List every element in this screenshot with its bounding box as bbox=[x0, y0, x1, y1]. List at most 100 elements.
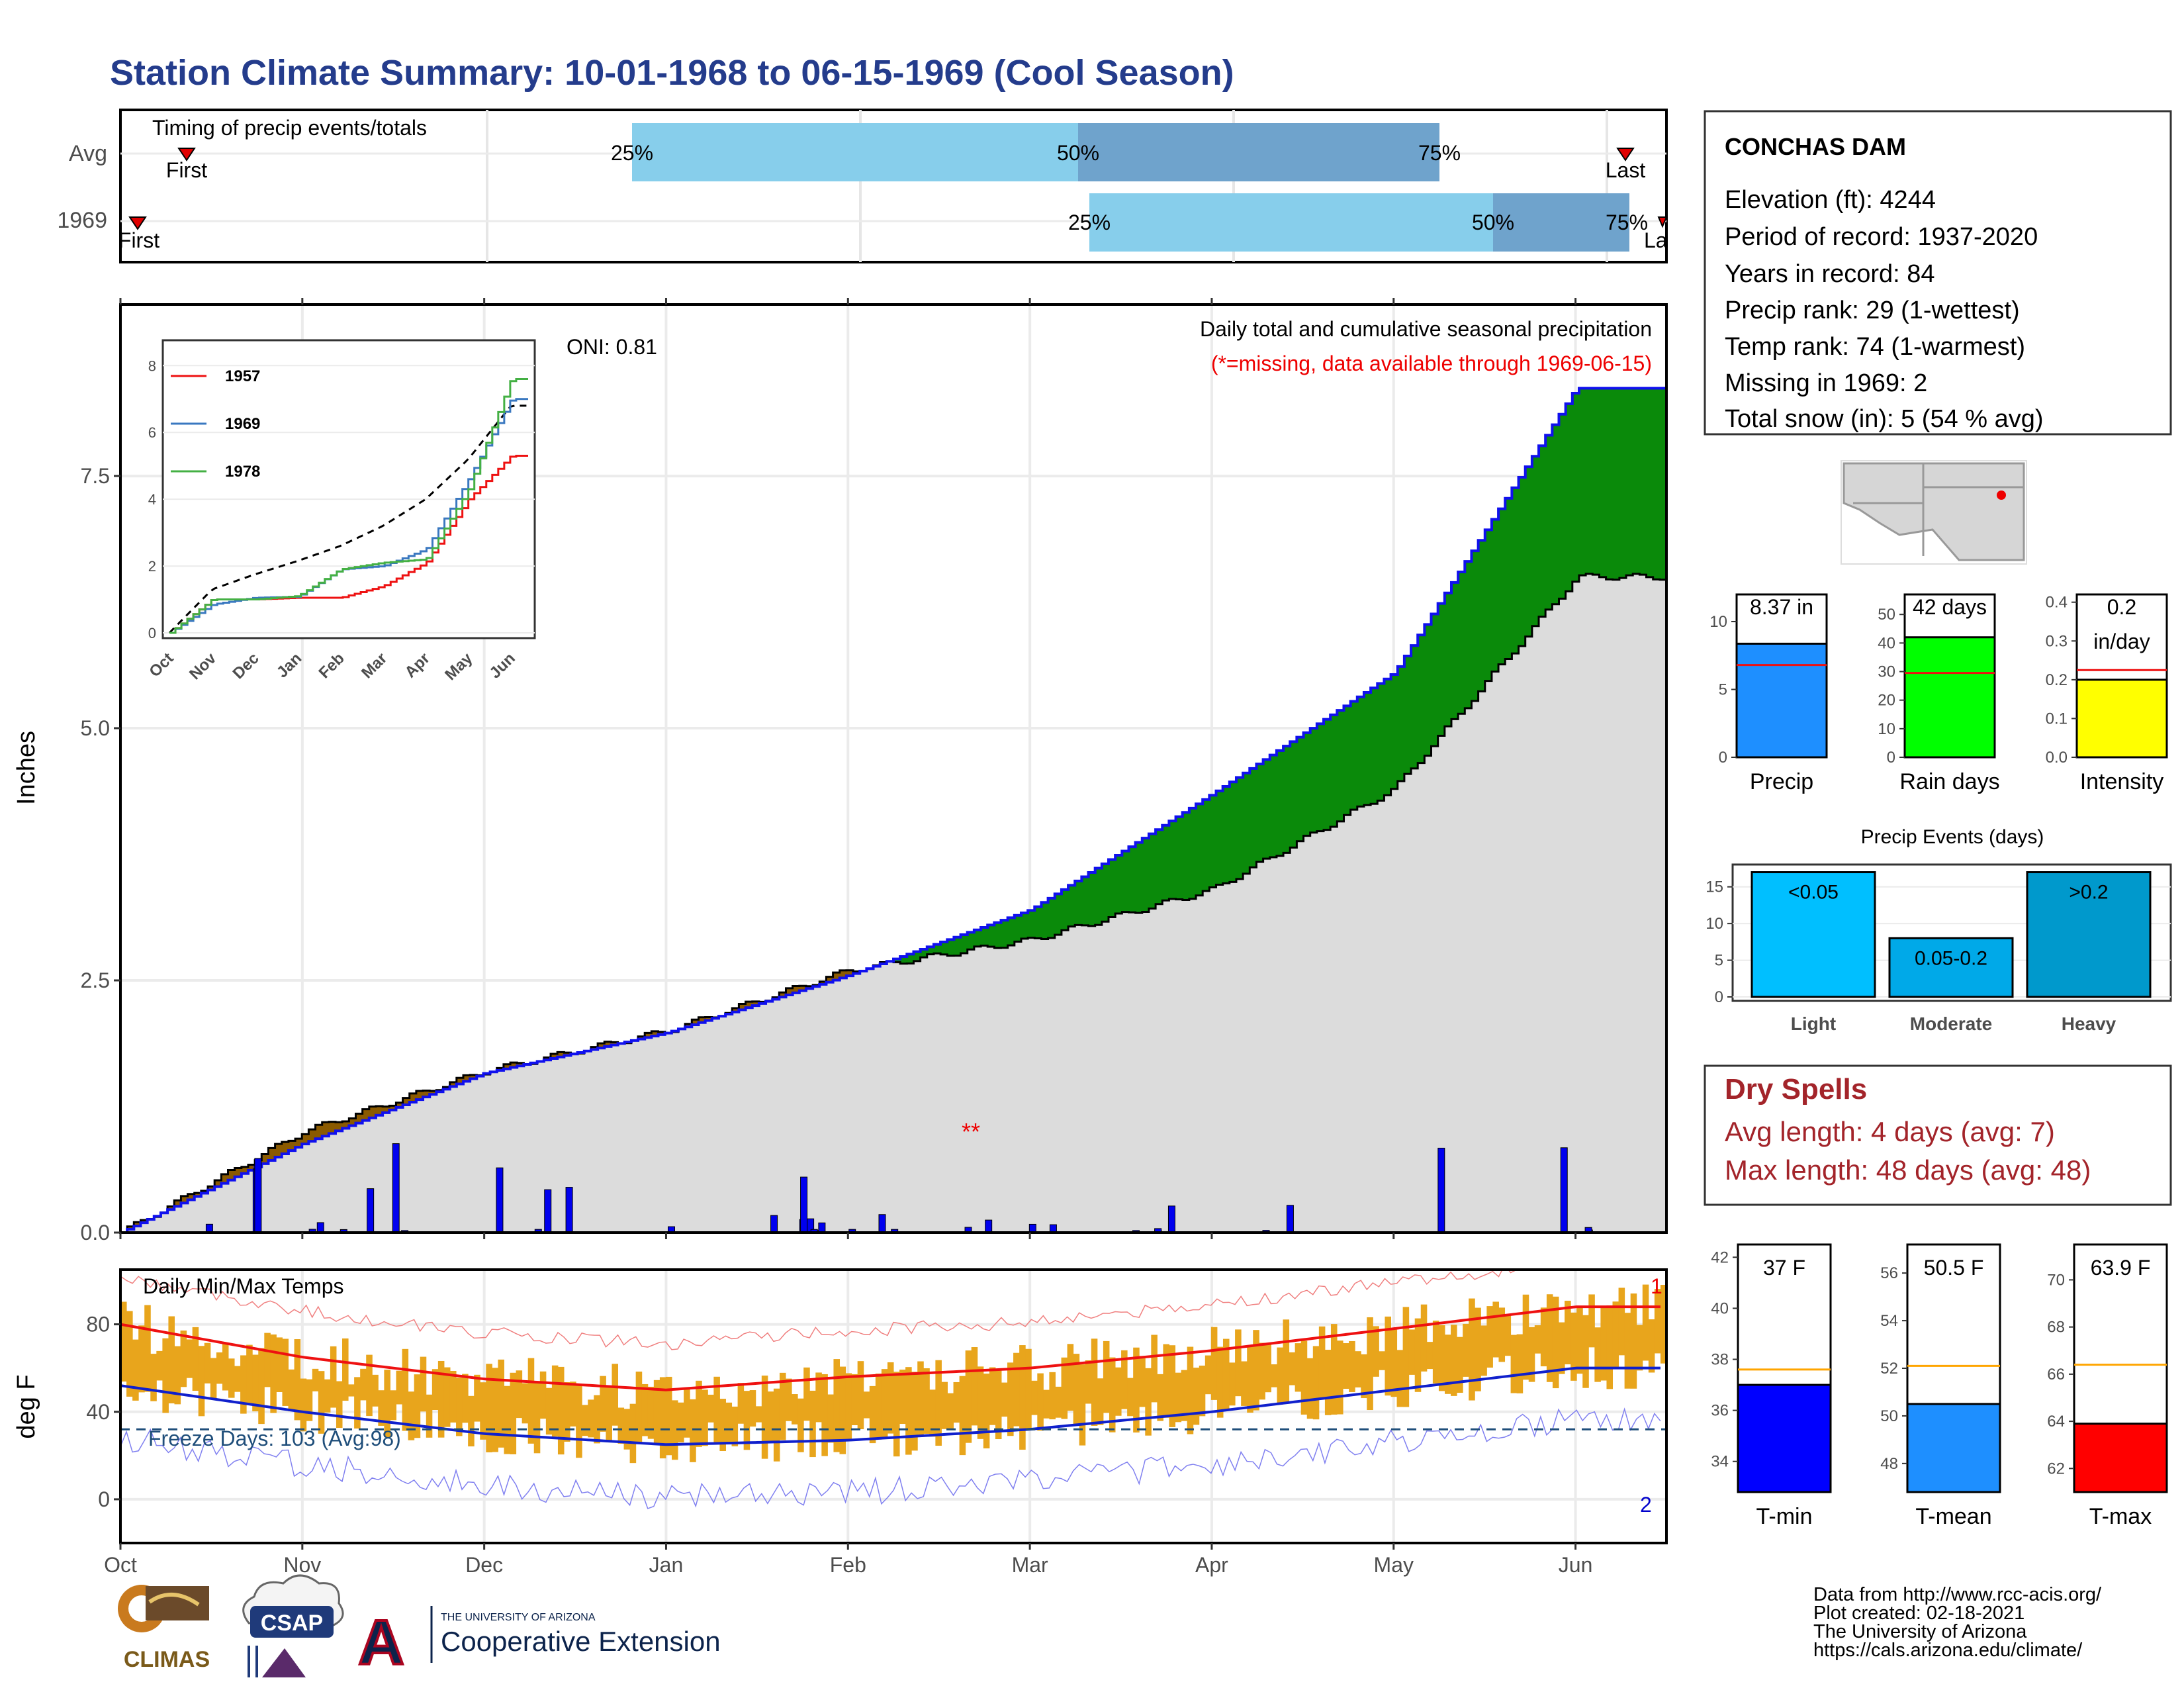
daily-temp-bar bbox=[935, 1360, 942, 1446]
temp-bar-tick: 40 bbox=[1711, 1299, 1729, 1317]
deficit-segment bbox=[336, 1122, 343, 1131]
inset-average-line bbox=[168, 404, 528, 634]
daily-temp-bar bbox=[186, 1339, 193, 1378]
y-tick-label: 80 bbox=[86, 1313, 110, 1336]
inset-y-tick: 0 bbox=[148, 625, 156, 641]
csap-logo: CSAP bbox=[242, 1574, 344, 1677]
inset-legend-label: 1957 bbox=[225, 367, 260, 385]
deficit-segment bbox=[234, 1168, 242, 1177]
daily-temp-bar bbox=[318, 1371, 325, 1434]
deficit-segment bbox=[228, 1170, 236, 1180]
daily-temp-bar bbox=[1540, 1307, 1547, 1367]
deficit-segment bbox=[322, 1122, 330, 1137]
events-y-tick: 0 bbox=[1715, 988, 1723, 1006]
daily-temp-bar bbox=[911, 1372, 918, 1451]
x-tick-label: Oct bbox=[104, 1553, 137, 1577]
daily-temp-bar bbox=[797, 1398, 804, 1452]
temp-bar-tick: 48 bbox=[1880, 1455, 1898, 1473]
surplus-segment bbox=[1633, 388, 1640, 574]
daily-temp-bar bbox=[1486, 1306, 1493, 1368]
daily-temp-bar bbox=[1373, 1326, 1379, 1377]
surplus-segment bbox=[1559, 414, 1567, 599]
inset-y-tick: 8 bbox=[148, 357, 156, 374]
daily-temp-bar bbox=[366, 1354, 373, 1417]
daily-temp-bar bbox=[1660, 1284, 1666, 1364]
deficit-segment bbox=[557, 1052, 565, 1057]
temp-bar-tick: 64 bbox=[2047, 1413, 2065, 1430]
daily-temp-bar bbox=[977, 1366, 984, 1439]
deficit-segment bbox=[187, 1194, 195, 1200]
station-precip-rank: Precip rank: 29 (1-wettest) bbox=[1725, 297, 2020, 324]
deficit-segment bbox=[375, 1106, 383, 1115]
avg-first-marker bbox=[177, 148, 196, 162]
daily-temp-bar bbox=[192, 1327, 199, 1391]
daily-temp-bar bbox=[533, 1383, 541, 1454]
deficit-segment bbox=[214, 1180, 222, 1187]
daily-temp-bar bbox=[1067, 1344, 1074, 1411]
y1969-first-marker bbox=[128, 216, 147, 230]
deficit-segment bbox=[449, 1082, 457, 1087]
deficit-segment bbox=[174, 1200, 182, 1207]
inset-legend-label: 1969 bbox=[225, 415, 260, 433]
daily-temp-bar bbox=[755, 1406, 762, 1423]
daily-temp-bar bbox=[1103, 1340, 1110, 1413]
mini-bar-tick: 10 bbox=[1709, 613, 1727, 631]
daily-precip-bar bbox=[667, 1226, 675, 1233]
surplus-segment bbox=[1586, 388, 1593, 574]
avg-max-line bbox=[120, 1305, 1661, 1391]
deficit-segment bbox=[430, 1091, 437, 1095]
deficit-segment bbox=[416, 1091, 424, 1100]
mini-bar-tick: 40 bbox=[1878, 634, 1895, 652]
daily-temp-bar bbox=[1157, 1374, 1163, 1421]
credit-plot-date: Plot created: 02-18-2021 bbox=[1813, 1603, 2025, 1624]
surplus-segment bbox=[1189, 808, 1197, 899]
daily-temp-bar bbox=[1343, 1343, 1349, 1389]
record-low-line bbox=[120, 1407, 1661, 1509]
deficit-segment bbox=[383, 1106, 390, 1113]
surplus-segment bbox=[1518, 477, 1526, 647]
daily-temp-bar bbox=[653, 1380, 660, 1444]
deficit-segment bbox=[470, 1074, 477, 1079]
deficit-segment bbox=[745, 1002, 753, 1008]
inset-y-tick: 2 bbox=[148, 558, 156, 575]
daily-temp-bar bbox=[971, 1347, 978, 1426]
temp-bar-tick: 34 bbox=[1711, 1453, 1729, 1471]
surplus-segment bbox=[1498, 508, 1506, 665]
csap-text: CSAP bbox=[261, 1611, 323, 1636]
events-bar-label: <0.05 bbox=[1788, 882, 1839, 904]
y-tick-label: 5.0 bbox=[81, 716, 110, 740]
daily-temp-bar bbox=[486, 1364, 492, 1453]
daily-temp-bar bbox=[863, 1391, 870, 1419]
daily-temp-bar bbox=[659, 1377, 666, 1459]
temp-bar-tick: 68 bbox=[2047, 1319, 2065, 1336]
daily-temp-bar bbox=[1025, 1348, 1032, 1429]
mini-bar-tick: 20 bbox=[1878, 692, 1895, 710]
daily-temp-bar bbox=[1097, 1378, 1104, 1425]
daily-temp-bar bbox=[354, 1377, 361, 1429]
daily-temp-bar bbox=[1349, 1340, 1355, 1392]
surplus-segment bbox=[1371, 688, 1378, 804]
daily-temp-bar bbox=[156, 1350, 163, 1381]
daily-temp-bar bbox=[779, 1372, 786, 1440]
deficit-segment bbox=[604, 1041, 612, 1047]
daily-temp-bar bbox=[348, 1384, 355, 1397]
events-y-tick: 15 bbox=[1706, 878, 1723, 896]
surplus-segment bbox=[1021, 913, 1028, 939]
daily-temp-bar bbox=[989, 1367, 996, 1425]
deficit-segment bbox=[739, 1004, 747, 1010]
surplus-segment bbox=[1001, 920, 1009, 948]
daily-temp-bar bbox=[1031, 1380, 1038, 1415]
daily-temp-bar bbox=[761, 1376, 768, 1459]
daily-temp-bar bbox=[1414, 1318, 1422, 1392]
daily-temp-bar bbox=[1037, 1373, 1044, 1431]
daily-temp-bar bbox=[432, 1369, 439, 1410]
daily-temp-bar bbox=[1654, 1289, 1661, 1354]
events-y-tick: 10 bbox=[1706, 915, 1723, 933]
mini-bar-value: 42 days bbox=[1913, 595, 1987, 619]
surplus-segment bbox=[1256, 764, 1264, 863]
dry-avg: Avg length: 4 days (avg: 7) bbox=[1725, 1116, 2055, 1147]
daily-temp-bar bbox=[881, 1369, 888, 1438]
daily-temp-bar bbox=[1283, 1319, 1290, 1403]
deficit-segment bbox=[302, 1134, 309, 1145]
daily-temp-bar bbox=[1312, 1346, 1320, 1420]
